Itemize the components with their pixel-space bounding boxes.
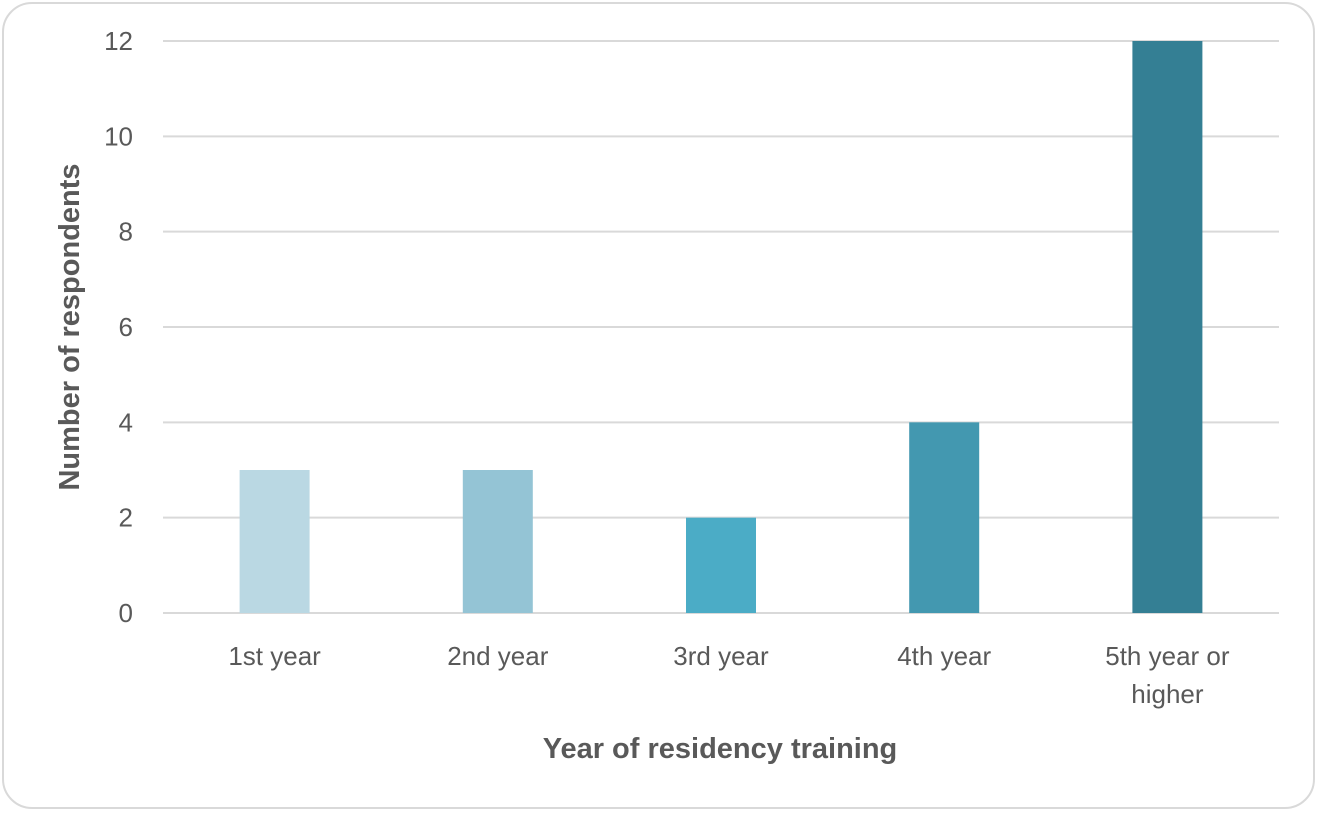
- y-tick-label: 8: [119, 217, 133, 247]
- x-tick-label-line: 5th year or: [1105, 641, 1230, 671]
- y-tick-label: 4: [119, 407, 133, 437]
- x-tick-label: 5th year or higher: [1105, 641, 1230, 709]
- gridlines: [163, 40, 1279, 614]
- x-tick-label: 3rd year: [673, 641, 769, 671]
- x-tick-label-line: 1st year: [228, 641, 321, 671]
- y-tick-label: 10: [104, 121, 133, 151]
- y-tick-label: 6: [119, 312, 133, 342]
- y-tick-label: 12: [104, 26, 133, 56]
- x-axis-title: Year of residency training: [543, 733, 898, 765]
- y-tick-label: 0: [119, 598, 133, 628]
- y-axis-ticks: 0 2 4 6 8 10 12: [104, 26, 133, 628]
- x-tick-label: 2nd year: [447, 641, 549, 671]
- x-tick-label-line: higher: [1131, 679, 1204, 709]
- bar-2: [462, 470, 533, 613]
- x-tick-label-line: 4th year: [897, 641, 991, 671]
- y-axis-title: Number of respondents: [54, 163, 86, 490]
- bar-3: [686, 517, 756, 613]
- bar-1: [239, 470, 310, 613]
- x-tick-label-line: 3rd year: [673, 641, 769, 671]
- x-tick-label-line: 2nd year: [447, 641, 549, 671]
- bar-4: [909, 422, 980, 613]
- bar-5: [1132, 41, 1203, 613]
- y-tick-label: 2: [119, 503, 133, 533]
- x-axis-ticks: 1st year 2nd year 3rd year 4th year 5th year…: [228, 641, 1230, 709]
- x-tick-label: 1st year: [228, 641, 321, 671]
- x-tick-label: 4th year: [897, 641, 991, 671]
- bars: [239, 41, 1203, 613]
